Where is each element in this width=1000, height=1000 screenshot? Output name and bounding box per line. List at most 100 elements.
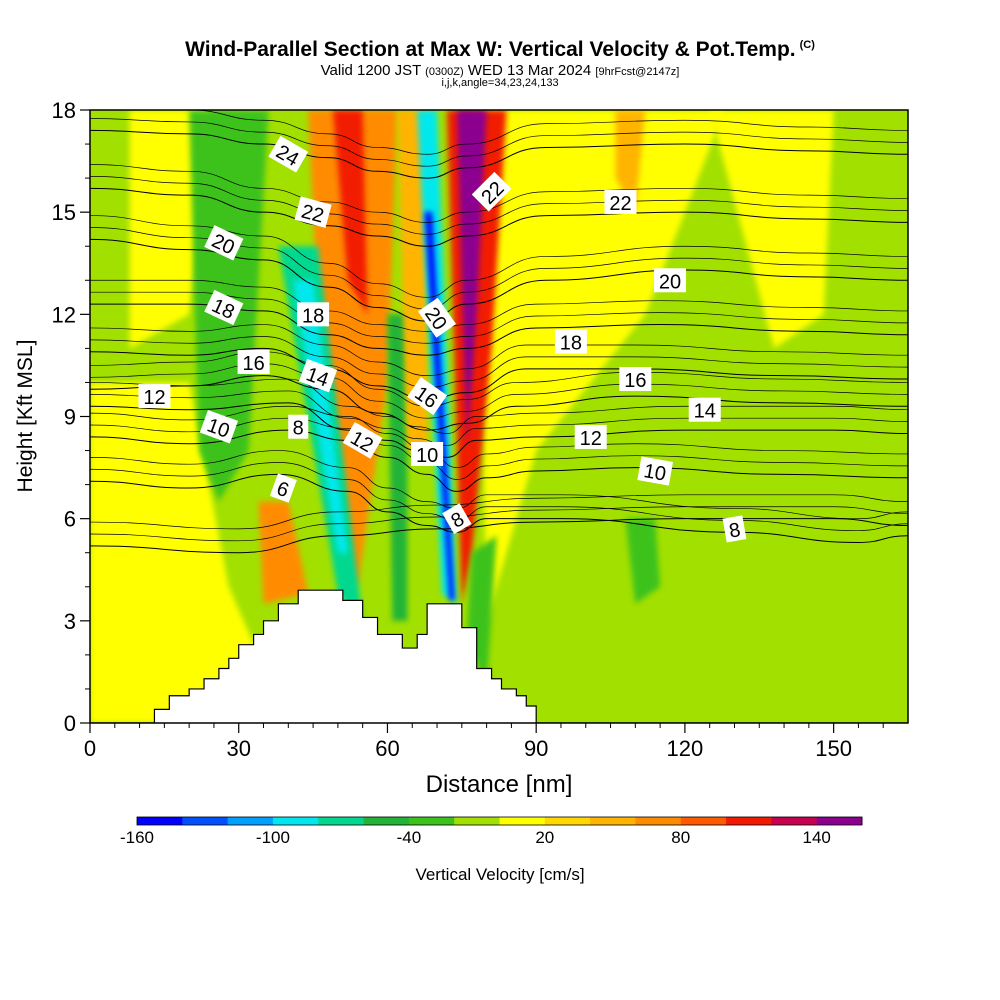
y-tick-label: 18 <box>52 98 76 123</box>
contour-label-text: 20 <box>659 271 681 293</box>
colorbar-label: Vertical Velocity [cm/s] <box>415 865 584 884</box>
contour-label: 12 <box>138 384 171 409</box>
theta-contour-minor <box>90 176 908 235</box>
contour-label: 16 <box>237 350 270 375</box>
weak-ascent-zone <box>129 110 209 349</box>
axes: 0 30 60 90 120 150 0 3 6 9 12 15 18 <box>52 98 884 761</box>
x-tick-label: 120 <box>667 736 704 761</box>
contour-label-text: 16 <box>624 370 646 392</box>
contour-label-text: 18 <box>302 305 324 327</box>
colorbar-swatch <box>227 817 274 825</box>
colorbar-tick-label: -160 <box>120 828 154 847</box>
contour-label-box <box>298 358 338 393</box>
contour-label-box <box>604 189 637 214</box>
y-tick-label: 9 <box>64 405 76 430</box>
colorbar-swatch <box>635 817 682 825</box>
weak-ascent-zone <box>709 110 834 349</box>
contour-label-text: 10 <box>642 460 668 486</box>
colorbar-swatch <box>363 817 410 825</box>
y-tick-label: 12 <box>52 302 76 327</box>
velocity-band <box>625 518 661 604</box>
theta-contour-minor <box>90 336 908 388</box>
contour-label-box <box>204 289 244 326</box>
contour-label-text: 8 <box>727 519 742 543</box>
contour-label: 22 <box>294 196 332 228</box>
contour-label-text: 8 <box>293 418 304 440</box>
y-tick-label: 3 <box>64 609 76 634</box>
colorbar-swatch <box>816 817 863 825</box>
colorbar-swatch <box>590 817 636 825</box>
contour-label: 18 <box>297 302 330 327</box>
colorbar-swatch <box>182 817 229 825</box>
contour-label: 20 <box>654 268 687 293</box>
contour-label: 22 <box>604 189 637 215</box>
x-tick-label: 60 <box>375 736 399 761</box>
contour-label-text: 18 <box>560 333 582 355</box>
contour-label: 12 <box>574 424 607 450</box>
colorbar-tick-label: 140 <box>803 828 831 847</box>
theta-contour-minor <box>90 417 908 480</box>
colorbar-swatch <box>408 817 455 825</box>
contour-label: 8 <box>722 515 747 543</box>
contour-label-text: 10 <box>416 445 438 467</box>
x-tick-label: 30 <box>226 736 250 761</box>
valid-time-line: Valid 1200 JST (0300Z) WED 13 Mar 2024 [… <box>0 62 1000 79</box>
contour-label-text: 14 <box>694 401 716 423</box>
colorbar-frame <box>136 816 863 826</box>
contour-label-box <box>297 302 330 327</box>
weak-ascent-zone <box>90 382 289 723</box>
copyright-mark: (C) <box>799 39 815 51</box>
colorbar-tick-label: 20 <box>535 828 554 847</box>
terrain <box>90 589 908 723</box>
theta-contour-6 <box>90 518 908 554</box>
y-tick-label: 0 <box>64 711 76 736</box>
contour-label-box <box>268 135 309 173</box>
contour-label-box <box>237 350 270 375</box>
grid-indices: i,j,k,angle=34,23,24,133 <box>441 77 559 89</box>
contour-label-box <box>411 441 444 466</box>
theta-contour-10 <box>90 429 908 492</box>
contour-label-box <box>288 414 309 439</box>
theta-contour-minor <box>90 363 908 419</box>
contour-label-box <box>688 397 721 422</box>
theta-contour-minor <box>90 405 908 468</box>
contour-label-box <box>471 171 512 212</box>
contour-label-box <box>294 196 332 228</box>
colorbar-swatch <box>544 817 591 825</box>
forecast-info: [9hrFcst@2147z] <box>595 66 680 78</box>
colorbar-swatch <box>454 817 500 825</box>
theta-contour-minor <box>90 291 908 344</box>
contour-label: 10 <box>411 441 444 467</box>
colorbar-swatch <box>272 817 319 825</box>
colorbar-swatch <box>137 817 183 825</box>
contour-label: 18 <box>554 329 587 355</box>
colorbar-swatch <box>318 817 365 825</box>
x-tick-label: 0 <box>84 736 96 761</box>
contour-label-box <box>342 421 383 459</box>
contour-label-box <box>407 377 448 416</box>
colorbar-swatch <box>771 817 818 825</box>
theta-contour-24 <box>90 129 908 179</box>
contour-label-box <box>199 409 239 444</box>
colorbar-tick-label: -100 <box>256 828 290 847</box>
theta-contour-minor <box>90 324 908 376</box>
y-axis-label: Height [Kft MSL] <box>14 340 37 493</box>
y-tick-label: 6 <box>64 507 76 532</box>
contour-label-box <box>138 384 171 409</box>
contour-label: 6 <box>269 473 297 503</box>
contour-label: 14 <box>688 397 721 423</box>
title-text: Wind-Parallel Section at Max W: Vertical… <box>185 38 796 61</box>
contour-label-text: 12 <box>143 387 165 409</box>
theta-contour-minor <box>90 450 908 520</box>
theta-contour-minor <box>164 110 908 155</box>
theta-contour-8 <box>90 473 908 544</box>
theta-contour-minor <box>90 506 908 542</box>
colorbar-swatch <box>726 817 772 825</box>
contour-label-text: 16 <box>242 353 264 375</box>
contour-label: 20 <box>204 225 244 261</box>
contour-label: 16 <box>619 367 652 392</box>
theta-contour-minor <box>90 215 908 298</box>
contour-label-box <box>722 515 747 543</box>
